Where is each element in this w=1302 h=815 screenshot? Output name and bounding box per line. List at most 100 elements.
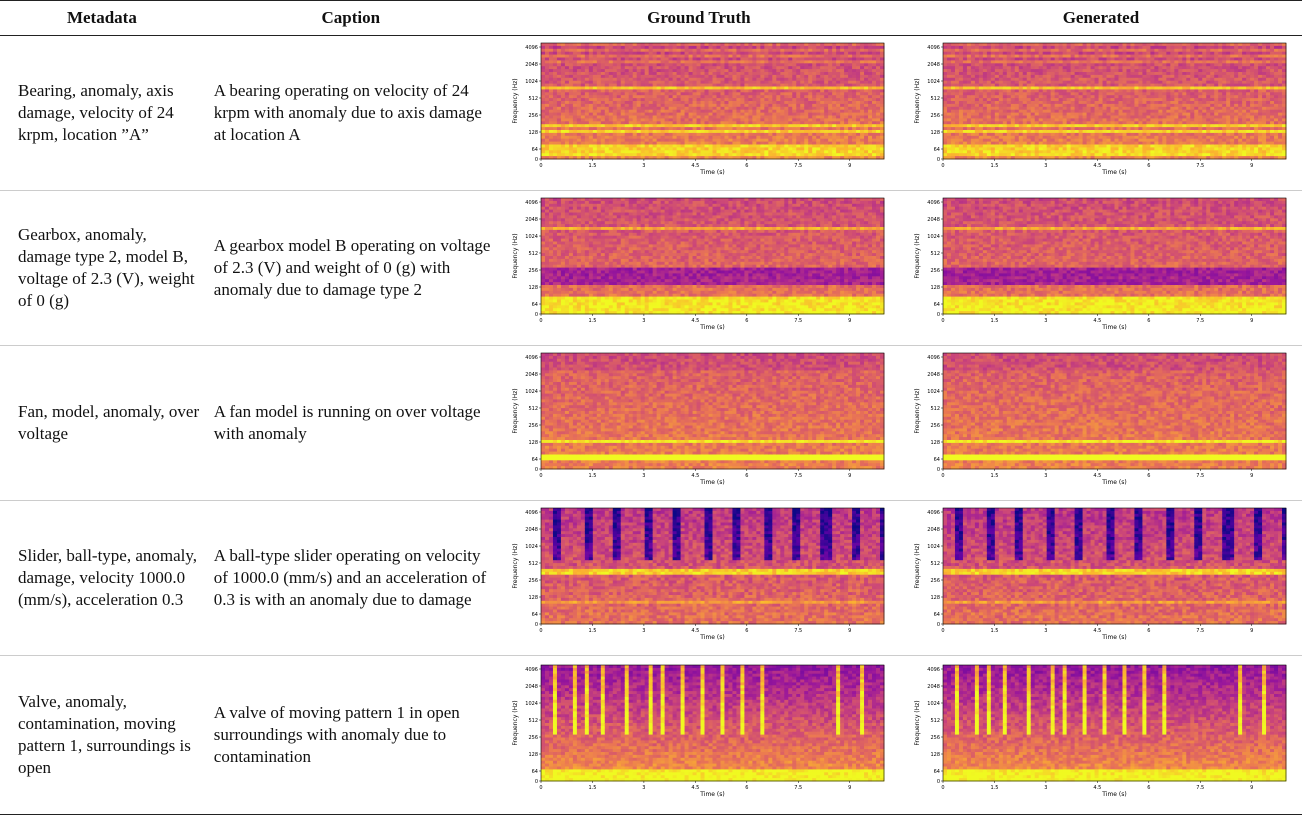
x-tick-label: 1.5	[990, 628, 998, 634]
x-tick-label: 1.5	[588, 473, 596, 479]
y-axis-label: Frequency (Hz)	[914, 543, 921, 588]
x-tick-label: 0	[539, 473, 542, 479]
y-tick-label: 64	[934, 457, 940, 463]
x-tick-label: 0	[539, 785, 542, 791]
y-tick-label: 128	[528, 130, 538, 136]
y-tick-label: 2048	[525, 372, 538, 378]
x-tick-label: 7.5	[794, 473, 802, 479]
y-tick-label: 64	[934, 612, 940, 618]
x-tick-label: 1.5	[588, 785, 596, 791]
x-axis-label: Time (s)	[1101, 634, 1126, 641]
x-tick-label: 0	[941, 318, 944, 324]
x-tick-label: 3	[1044, 163, 1047, 169]
x-tick-label: 6	[745, 318, 748, 324]
header-caption: Caption	[204, 1, 498, 36]
x-tick-label: 3	[642, 628, 645, 634]
x-tick-label: 3	[1044, 318, 1047, 324]
x-tick-label: 6	[1147, 785, 1150, 791]
y-tick-label: 0	[535, 312, 538, 318]
x-tick-label: 6	[745, 785, 748, 791]
x-tick-label: 0	[941, 163, 944, 169]
y-tick-label: 0	[937, 312, 940, 318]
caption-cell: A fan model is running on over voltage w…	[204, 346, 498, 501]
x-tick-label: 7.5	[794, 628, 802, 634]
x-axis-label: Time (s)	[699, 169, 724, 176]
x-tick-label: 3	[1044, 785, 1047, 791]
y-tick-label: 512	[930, 406, 940, 412]
x-tick-label: 4.5	[1093, 163, 1101, 169]
x-tick-label: 4.5	[1093, 628, 1101, 634]
y-tick-label: 0	[535, 779, 538, 785]
y-tick-label: 512	[930, 561, 940, 567]
y-tick-label: 512	[930, 718, 940, 724]
y-tick-label: 2048	[927, 217, 940, 223]
x-tick-label: 7.5	[1196, 785, 1204, 791]
x-tick-label: 9	[848, 163, 851, 169]
header-ground-truth: Ground Truth	[498, 1, 900, 36]
x-tick-label: 6	[1147, 473, 1150, 479]
y-tick-label: 512	[528, 96, 538, 102]
x-tick-label: 4.5	[691, 473, 699, 479]
x-tick-label: 9	[848, 785, 851, 791]
x-tick-label: 7.5	[1196, 628, 1204, 634]
y-tick-label: 128	[528, 440, 538, 446]
x-tick-label: 6	[745, 628, 748, 634]
x-axis-label: Time (s)	[699, 634, 724, 641]
y-tick-label: 256	[528, 268, 538, 274]
x-tick-label: 7.5	[794, 785, 802, 791]
x-tick-label: 6	[745, 473, 748, 479]
y-axis-label: Frequency (Hz)	[512, 543, 519, 588]
caption-cell: A gearbox model B operating on voltage o…	[204, 191, 498, 346]
y-tick-label: 4096	[927, 45, 940, 51]
y-tick-label: 512	[528, 561, 538, 567]
x-tick-label: 9	[1250, 628, 1253, 634]
x-tick-label: 7.5	[794, 163, 802, 169]
y-tick-label: 1024	[525, 389, 538, 395]
y-axis-label: Frequency (Hz)	[512, 700, 519, 745]
y-tick-label: 1024	[927, 234, 940, 240]
y-tick-label: 0	[937, 622, 940, 628]
x-tick-label: 0	[539, 163, 542, 169]
x-tick-label: 7.5	[794, 318, 802, 324]
y-tick-label: 1024	[927, 389, 940, 395]
x-tick-label: 9	[1250, 785, 1253, 791]
y-tick-label: 64	[934, 147, 940, 153]
y-tick-label: 64	[531, 457, 537, 463]
spectrogram-heatmap	[541, 43, 885, 160]
y-tick-label: 64	[531, 302, 537, 308]
x-tick-label: 4.5	[691, 163, 699, 169]
caption-cell: A ball-type slider operating on velocity…	[204, 501, 498, 656]
x-tick-label: 3	[642, 473, 645, 479]
x-axis-label: Time (s)	[1101, 169, 1126, 176]
y-tick-label: 1024	[525, 234, 538, 240]
y-tick-label: 2048	[525, 62, 538, 68]
y-tick-label: 4096	[525, 355, 538, 361]
y-tick-label: 4096	[927, 510, 940, 516]
x-tick-label: 1.5	[990, 473, 998, 479]
spectrogram-heatmap	[943, 353, 1287, 470]
y-tick-label: 256	[930, 578, 940, 584]
y-tick-label: 128	[930, 752, 940, 758]
spectrogram-heatmap	[541, 198, 885, 315]
y-tick-label: 1024	[927, 79, 940, 85]
y-tick-label: 64	[531, 769, 537, 775]
y-tick-label: 1024	[525, 701, 538, 707]
y-tick-label: 0	[535, 622, 538, 628]
spectrogram-heatmap	[943, 665, 1287, 782]
y-tick-label: 128	[528, 285, 538, 291]
y-tick-label: 2048	[927, 372, 940, 378]
x-tick-label: 3	[642, 318, 645, 324]
y-tick-label: 256	[930, 113, 940, 119]
y-axis-label: Frequency (Hz)	[914, 700, 921, 745]
spectrogram-heatmap	[943, 198, 1287, 315]
spectrogram-heatmap	[541, 508, 885, 625]
y-tick-label: 0	[535, 467, 538, 473]
y-tick-label: 128	[930, 595, 940, 601]
y-tick-label: 2048	[927, 684, 940, 690]
caption-cell: A valve of moving pattern 1 in open surr…	[204, 656, 498, 815]
